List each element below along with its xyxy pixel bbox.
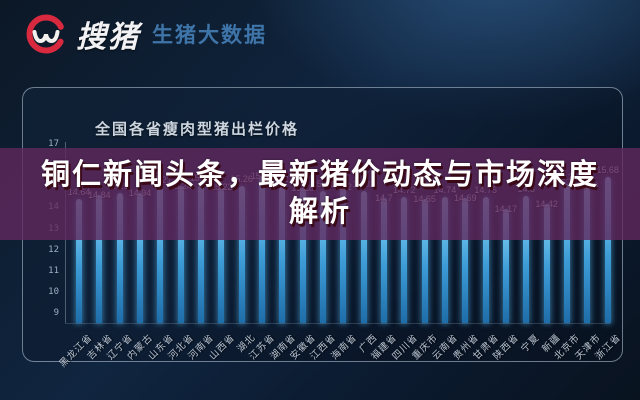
- bar: [502, 208, 509, 323]
- logo-tagline: 生猪大数据: [152, 24, 267, 47]
- bar: [380, 197, 387, 323]
- bar: [218, 186, 225, 323]
- bar: [177, 186, 184, 323]
- bar: [421, 198, 428, 323]
- bar: [604, 176, 611, 323]
- bar: [96, 194, 103, 323]
- bar: [543, 203, 550, 323]
- bar: [116, 193, 123, 323]
- x-axis-baseline: [65, 323, 610, 324]
- bar: [523, 195, 530, 323]
- x-axis-label: 宁夏: [519, 332, 543, 355]
- bar: [401, 197, 408, 323]
- bar: [299, 187, 306, 323]
- chart-title: 全国各省瘦肉型猪出栏价格: [95, 121, 300, 138]
- headline-line1: 铜仁新闻头条，最新猪价动态与市场深度: [40, 159, 599, 191]
- bar: [279, 185, 286, 323]
- bar: [462, 197, 469, 323]
- site-logo[interactable]: 搜猪 生猪大数据: [24, 10, 267, 58]
- bar: [360, 190, 367, 323]
- bar: [238, 185, 245, 323]
- headline-line2: 解析: [288, 196, 351, 228]
- bar: [136, 192, 143, 323]
- bar: [441, 196, 448, 323]
- bar: [258, 175, 265, 323]
- bar: [563, 183, 570, 323]
- bar: [319, 191, 326, 323]
- y-axis-tick-label: 9: [53, 307, 59, 318]
- bar: [157, 186, 164, 323]
- y-axis-tick-label: 10: [48, 286, 59, 297]
- souzhu-pig-logo-icon: [26, 14, 66, 54]
- y-axis-tick-label: 11: [48, 265, 59, 276]
- bar: [584, 185, 591, 323]
- y-axis-tick-label: 12: [48, 244, 59, 255]
- bar: [482, 196, 489, 323]
- logo-text: 搜猪: [76, 20, 140, 55]
- headline-overlay-band: 铜仁新闻头条，最新猪价动态与市场深度 解析: [0, 148, 640, 240]
- bar: [340, 187, 347, 323]
- y-axis-tick-label: 17: [48, 139, 59, 150]
- bar: [197, 185, 204, 323]
- bar: [76, 198, 82, 323]
